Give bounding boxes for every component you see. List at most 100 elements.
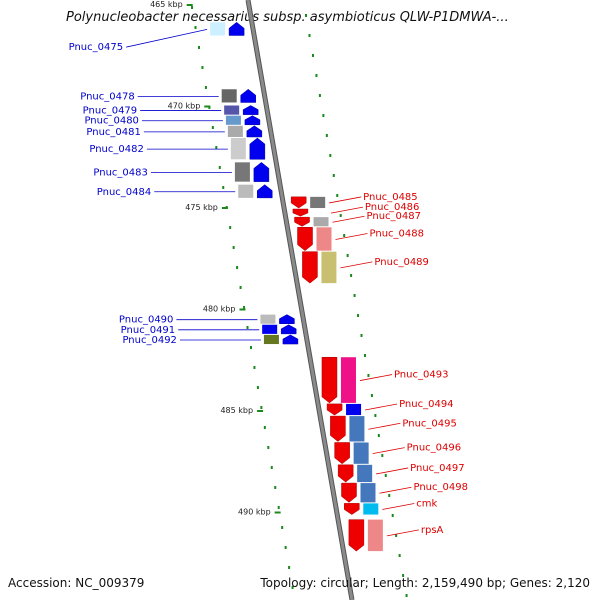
minor-tick-left: [274, 486, 277, 489]
gene-label-Pnuc_0485: Pnuc_0485: [363, 192, 417, 203]
gene-leader-Pnuc_0496: [372, 447, 405, 455]
cog-box-Pnuc_0498: [360, 483, 376, 503]
minor-tick-right: [311, 54, 314, 57]
major-tick: [186, 4, 193, 6]
gene-arrow-cmk: [344, 503, 360, 515]
gene-label-Pnuc_0494: Pnuc_0494: [399, 399, 453, 410]
minor-tick-right: [367, 374, 370, 377]
cog-box-Pnuc_0491: [262, 324, 278, 334]
cog-box-Pnuc_0495: [349, 416, 365, 442]
minor-tick-left: [253, 366, 256, 369]
cog-box-Pnuc_0492: [263, 334, 279, 345]
minor-tick-left: [222, 186, 225, 189]
scale-label: 480 kbp: [203, 305, 236, 314]
minor-tick-left: [232, 246, 235, 249]
cog-box-Pnuc_0478: [221, 89, 237, 103]
cog-box-Pnuc_0488: [316, 227, 332, 251]
minor-tick-left: [249, 346, 252, 349]
scale-label: 470 kbp: [168, 102, 201, 111]
gene-arrow-Pnuc_0494: [326, 403, 343, 416]
gene-label-rpsA: rpsA: [421, 525, 444, 536]
minor-tick-right: [402, 574, 405, 577]
major-tick: [204, 105, 211, 108]
backbone: [245, 0, 355, 600]
gene-arrow-Pnuc_0487: [294, 216, 310, 227]
gene-arrow-Pnuc_0497: [337, 464, 354, 483]
minor-tick-right: [353, 294, 356, 297]
gene-label-Pnuc_0478: Pnuc_0478: [80, 91, 134, 102]
minor-tick-left: [281, 526, 284, 529]
accession-text: Accession: NC_009379: [8, 576, 145, 590]
gene-label-Pnuc_0493: Pnuc_0493: [394, 370, 448, 381]
minor-tick-right: [374, 414, 377, 417]
gene-leader-Pnuc_0497: [376, 467, 409, 475]
gene-label-Pnuc_0480: Pnuc_0480: [84, 116, 138, 127]
gene-label-Pnuc_0497: Pnuc_0497: [410, 463, 464, 474]
minor-tick-right: [339, 214, 342, 217]
minor-tick-right: [398, 554, 401, 557]
minor-tick-right: [357, 314, 360, 317]
minor-tick-right: [332, 174, 335, 177]
topology-summary: Topology: circular; Length: 2,159,490 bp…: [260, 576, 590, 590]
cog-box-Pnuc_0481: [227, 125, 243, 137]
minor-tick-left: [201, 66, 204, 69]
cog-box-Pnuc_0497: [357, 464, 373, 483]
cog-box-Pnuc_0479: [224, 105, 240, 115]
major-tick: [274, 511, 281, 514]
minor-tick-right: [305, 14, 308, 17]
gene-arrow-Pnuc_0488: [297, 227, 313, 251]
minor-tick-left: [267, 446, 270, 449]
gene-arrow-Pnuc_0483: [253, 162, 270, 182]
minor-tick-right: [360, 334, 363, 337]
gene-label-Pnuc_0491: Pnuc_0491: [121, 325, 175, 336]
cog-box-Pnuc_0496: [353, 442, 369, 464]
gene-leader-Pnuc_0489: [340, 261, 373, 269]
gene-arrow-Pnuc_0480: [244, 115, 261, 126]
cog-box-Pnuc_0482: [230, 137, 246, 160]
minor-tick-right: [343, 234, 346, 237]
gene-label-Pnuc_0487: Pnuc_0487: [367, 211, 421, 222]
minor-tick-left: [277, 506, 280, 509]
gene-label-Pnuc_0496: Pnuc_0496: [407, 443, 461, 454]
minor-tick-right: [336, 194, 339, 197]
minor-tick-left: [204, 86, 207, 89]
minor-tick-right: [391, 514, 394, 517]
minor-tick-right: [384, 474, 387, 477]
gene-leader-Pnuc_0475: [126, 28, 208, 48]
gene-label-Pnuc_0498: Pnuc_0498: [413, 482, 467, 493]
gene-arrow-Pnuc_0496: [334, 442, 350, 465]
minor-tick-left: [263, 426, 266, 429]
cog-box-Pnuc_0484: [238, 184, 254, 198]
gene-arrow-Pnuc_0498: [341, 482, 357, 503]
minor-tick-right: [315, 74, 318, 77]
gene-arrow-Pnuc_0481: [246, 125, 263, 138]
minor-tick-right: [322, 114, 325, 117]
minor-tick-right: [405, 594, 408, 597]
genome-title: Polynucleobacter necessarius subsp. asym…: [66, 10, 509, 25]
gene-leader-Pnuc_0485: [329, 196, 362, 204]
minor-tick-right: [395, 534, 398, 537]
gene-label-Pnuc_0483: Pnuc_0483: [93, 167, 147, 178]
gene-arrow-Pnuc_0492: [282, 334, 299, 345]
gene-label-Pnuc_0492: Pnuc_0492: [122, 335, 176, 346]
minor-tick-right: [370, 394, 373, 397]
gene-label-Pnuc_0490: Pnuc_0490: [119, 315, 173, 326]
gene-leader-Pnuc_0493: [359, 374, 393, 381]
cog-box-Pnuc_0480: [225, 115, 241, 125]
gene-arrow-Pnuc_0484: [256, 184, 273, 199]
tick-rails: [191, 6, 408, 597]
backbone-core: [246, 0, 354, 600]
gene-label-Pnuc_0479: Pnuc_0479: [83, 106, 137, 117]
minor-tick-right: [308, 34, 311, 37]
gene-label-Pnuc_0475: Pnuc_0475: [69, 42, 123, 53]
major-tick: [221, 207, 228, 209]
minor-tick-right: [363, 354, 366, 357]
minor-tick-right: [346, 254, 349, 257]
cog-box-Pnuc_0487: [313, 217, 329, 227]
gene-leader-Pnuc_0494: [364, 403, 398, 411]
gene-label-Pnuc_0495: Pnuc_0495: [402, 418, 456, 429]
minor-tick-left: [194, 26, 197, 29]
scale-labels: 465 kbp 470 kbp 475 kbp 480 kbp 485 kbp 490 k…: [150, 0, 281, 517]
